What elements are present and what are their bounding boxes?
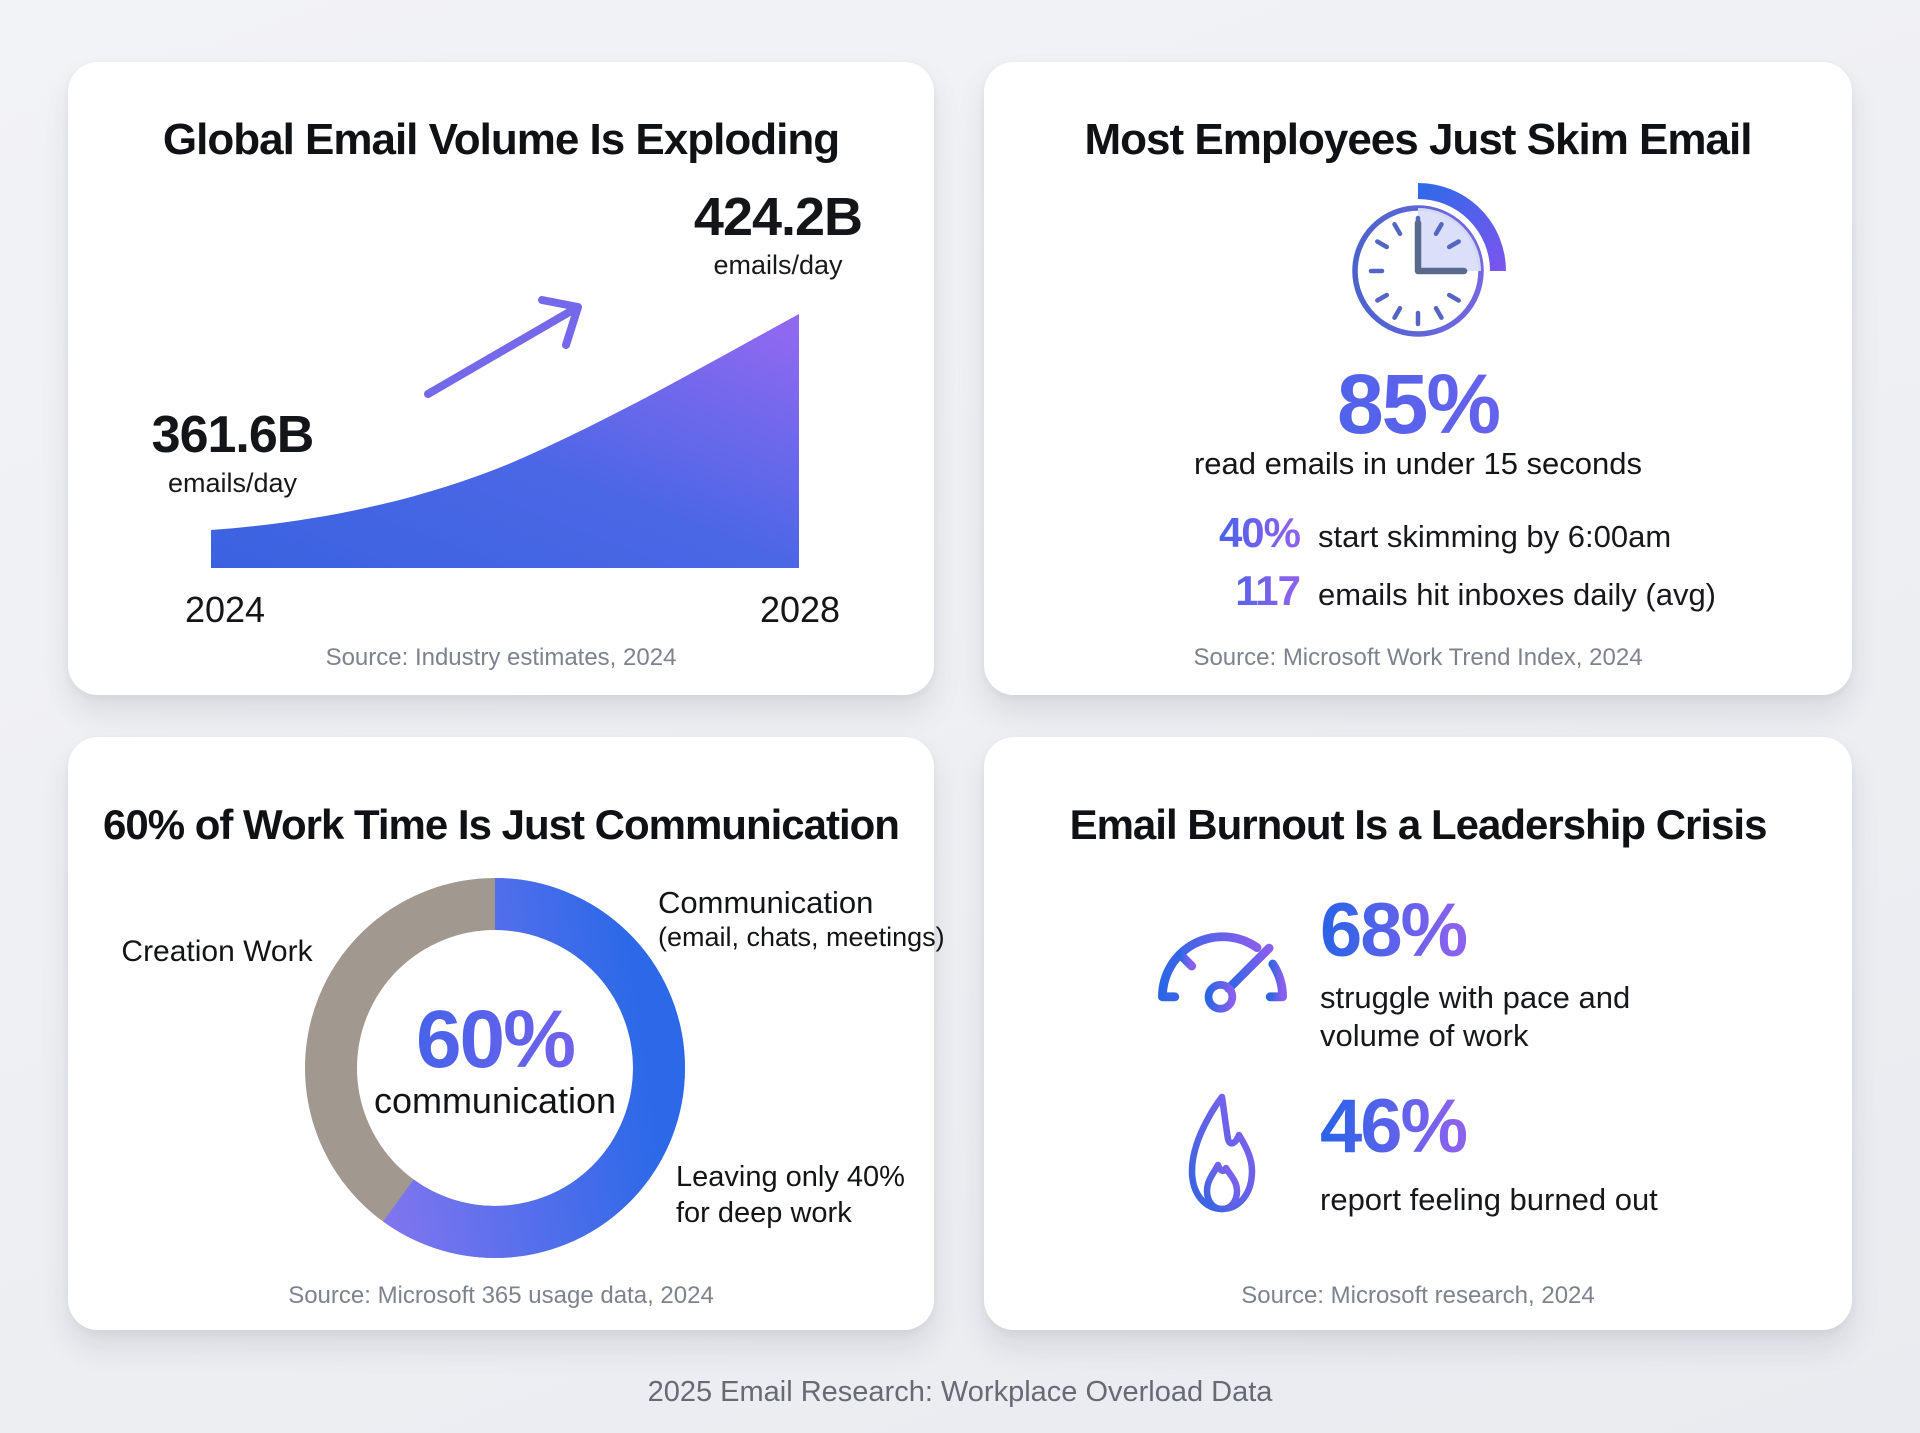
card-skim-email: Most Employees Just Skim Email — [984, 62, 1852, 695]
donut-label-deep-work: Leaving only 40% for deep work — [676, 1161, 905, 1229]
end-stat-unit: emails/day — [713, 250, 843, 280]
skim-stat-row: 117 emails hit inboxes daily (avg) — [1180, 568, 1716, 614]
burnout-stat-label: report feeling burned out — [1320, 1182, 1658, 1217]
x-axis-label-start: 2024 — [184, 589, 266, 630]
start-stat-block: 361.6B emails/day — [110, 406, 355, 500]
card-email-volume-source: Source: Industry estimates, 2024 — [325, 644, 677, 671]
growth-arrow-icon — [424, 296, 582, 398]
card-burnout-title: Email Burnout Is a Leadership Crisis — [1069, 801, 1768, 848]
skim-stat-row: 40% start skimming by 6:00am — [1180, 510, 1671, 556]
x-axis-label-end: 2028 — [759, 589, 841, 630]
page-footer: 2025 Email Research: Workplace Overload … — [647, 1376, 1273, 1408]
donut-center-block: 60% communication — [295, 995, 695, 1121]
donut-label-communication-sub: (email, chats, meetings) — [658, 922, 945, 952]
start-stat-value: 361.6B — [151, 406, 315, 464]
donut-label-communication: Communication (email, chats, meetings) — [658, 885, 945, 953]
donut-label-creation-work: Creation Work — [121, 935, 313, 968]
donut-segment-communication — [305, 878, 685, 1258]
card-burnout-source: Source: Microsoft research, 2024 — [1241, 1282, 1595, 1309]
burnout-stat-value: 46% — [1320, 1084, 1468, 1169]
card-communication-source: Source: Microsoft 365 usage data, 2024 — [288, 1282, 714, 1309]
start-stat-unit: emails/day — [167, 468, 298, 498]
card-burnout: Email Burnout Is a Leadership Crisis 68%… — [984, 737, 1852, 1330]
card-email-volume: Global Email Volume Is Exploding 424.2B … — [68, 62, 934, 695]
skim-stat-label: start skimming by 6:00am — [1318, 519, 1672, 554]
end-stat-value: 424.2B — [693, 187, 863, 247]
skim-stat-value: 40% — [1180, 510, 1301, 556]
end-stat-block: 424.2B emails/day — [628, 188, 928, 282]
skim-stat-label: emails hit inboxes daily (avg) — [1318, 577, 1717, 612]
burnout-stat-value: 68% — [1320, 888, 1468, 973]
card-skim-title: Most Employees Just Skim Email — [1084, 115, 1753, 164]
skim-big-caption: read emails in under 15 seconds — [1193, 446, 1643, 481]
donut-center-label: communication — [373, 1080, 617, 1121]
card-communication-time: 60% of Work Time Is Just Communication 6… — [68, 737, 945, 1330]
donut-label-communication-title: Communication — [658, 885, 874, 920]
card-skim-source: Source: Microsoft Work Trend Index, 2024 — [1193, 644, 1643, 671]
donut-center-value: 60% — [295, 995, 695, 1085]
skim-big-stat: 85% — [984, 358, 1852, 450]
card-email-volume-title: Global Email Volume Is Exploding — [162, 115, 840, 164]
email-volume-area-chart — [211, 314, 799, 568]
flame-icon — [1188, 1093, 1256, 1213]
card-communication-title: 60% of Work Time Is Just Communication — [103, 801, 900, 848]
clock-icon — [1352, 183, 1506, 337]
communication-donut-chart — [305, 878, 685, 1258]
burnout-stat-label: struggle with pace and volume of work — [1320, 980, 1631, 1053]
skim-stat-value: 117 — [1180, 568, 1301, 614]
gauge-icon — [1158, 932, 1287, 1013]
